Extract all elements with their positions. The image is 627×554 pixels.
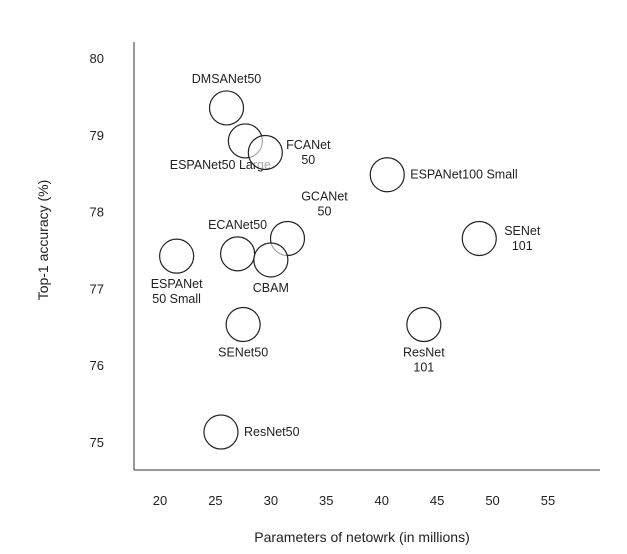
- x-tick-label: 30: [264, 493, 278, 508]
- data-point: ESPANet100 Small: [369, 157, 518, 193]
- x-tick-label: 20: [153, 493, 167, 508]
- data-point: ResNet50: [203, 414, 300, 450]
- x-axis-label: Parameters of netowrk (in millions): [254, 529, 470, 545]
- point-label: 101: [512, 239, 533, 253]
- data-point: ECANet50: [208, 218, 267, 272]
- point-label: DMSANet50: [192, 72, 262, 86]
- point-label: ESPANet100 Small: [410, 168, 517, 182]
- x-tick-label: 25: [208, 493, 222, 508]
- point-label: 101: [413, 360, 434, 374]
- y-axis-label: Top-1 accuracy (%): [35, 180, 51, 301]
- y-tick-label: 77: [90, 281, 104, 296]
- point-label: ESPANet: [151, 277, 203, 291]
- point-label: GCANet: [301, 189, 348, 203]
- point-marker: [247, 134, 283, 171]
- point-marker: [406, 306, 442, 343]
- point-label: 50: [301, 153, 315, 167]
- point-label: ResNet50: [244, 425, 300, 439]
- point-label: SENet50: [218, 345, 268, 359]
- data-point: SENet50: [218, 306, 268, 359]
- point-label: SENet: [504, 224, 541, 238]
- point-marker: [253, 242, 289, 278]
- data-point: CBAM: [253, 242, 289, 295]
- point-label: 50 Small: [152, 292, 201, 306]
- point-marker: [461, 220, 497, 257]
- x-tick-label: 55: [541, 493, 555, 508]
- point-label: ECANet50: [208, 218, 267, 232]
- point-marker: [208, 90, 245, 126]
- point-label: FCANet: [286, 138, 331, 152]
- y-tick-labels: 75 76 77 78 79 80: [90, 51, 104, 450]
- point-marker: [369, 157, 405, 193]
- y-tick-label: 78: [90, 205, 104, 220]
- point-label: 50: [318, 204, 332, 218]
- x-tick-label: 50: [485, 493, 499, 508]
- y-tick-label: 75: [90, 435, 104, 450]
- point-marker: [159, 238, 195, 274]
- point-label: CBAM: [253, 281, 289, 295]
- point-marker: [203, 414, 239, 450]
- y-tick-label: 79: [90, 128, 104, 143]
- x-tick-label: 35: [319, 493, 333, 508]
- data-point: DMSANet50: [192, 72, 262, 126]
- point-label: ResNet: [403, 345, 445, 359]
- point-marker: [225, 306, 261, 343]
- data-point: ESPANet50 Small: [151, 238, 203, 306]
- x-tick-label: 40: [374, 493, 388, 508]
- y-tick-label: 76: [90, 358, 104, 373]
- point-label: ESPANet50 Large: [170, 158, 271, 172]
- y-tick-label: 80: [90, 51, 104, 66]
- x-tick-labels: 20 25 30 35 40 45 50 55: [153, 493, 555, 508]
- x-tick-label: 45: [430, 493, 444, 508]
- point-marker: [220, 236, 256, 272]
